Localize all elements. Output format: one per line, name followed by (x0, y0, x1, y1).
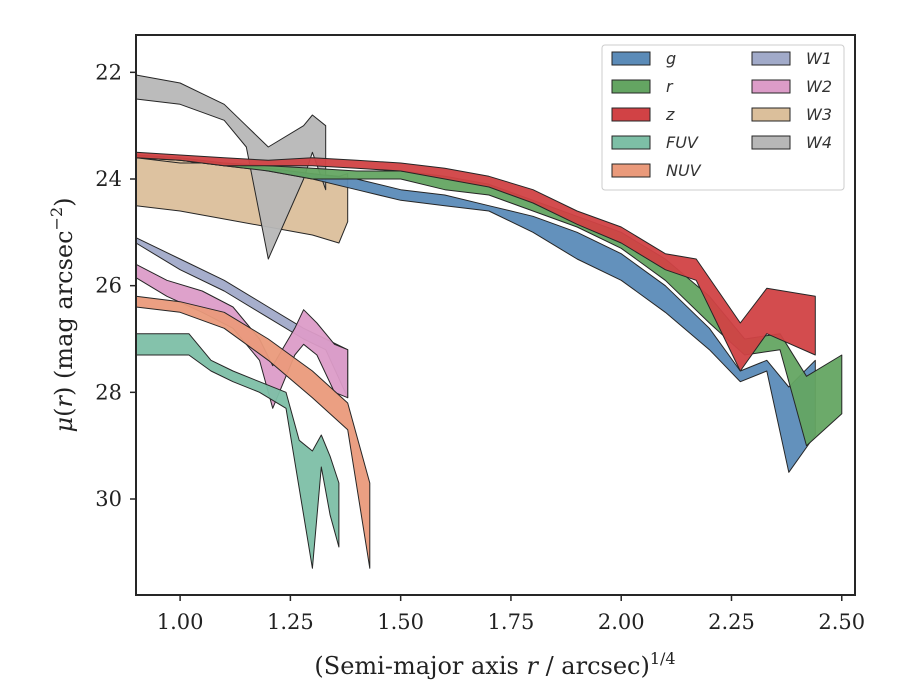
y-tick-label: 30 (95, 487, 122, 511)
x-axis-ticks: 1.00 1.25 1.50 1.75 2.00 2.25 2.50 (157, 595, 865, 634)
x-tick-label: 2.50 (818, 610, 865, 634)
x-axis-label: (Semi-major axis r / arcsec)1/4 (314, 649, 675, 680)
legend-label: W2 (806, 77, 832, 96)
legend-label: W4 (806, 133, 832, 152)
y-tick-label: 22 (95, 60, 122, 84)
legend-swatch (612, 164, 650, 177)
legend-swatch (612, 108, 650, 121)
y-tick-label: 28 (95, 380, 122, 404)
legend-label: FUV (666, 133, 699, 152)
legend-label: W1 (806, 49, 832, 68)
y-tick-label: 26 (95, 274, 122, 298)
x-tick-label: 1.50 (377, 610, 424, 634)
y-axis-label: μ(r) (mag arcsec−2) (47, 197, 78, 432)
legend-swatch (612, 52, 650, 65)
legend-swatch (612, 80, 650, 93)
x-tick-label: 2.25 (708, 610, 755, 634)
legend-label: W3 (806, 105, 832, 124)
legend-swatch (752, 52, 790, 65)
legend-label: NUV (666, 161, 702, 180)
legend-swatch (612, 136, 650, 149)
legend-label: z (665, 105, 675, 124)
legend-label: g (666, 49, 676, 68)
y-axis-ticks: 22 24 26 28 30 (95, 60, 136, 511)
x-tick-label: 1.25 (267, 610, 314, 634)
x-tick-label: 2.00 (598, 610, 645, 634)
legend-swatch (752, 80, 790, 93)
legend-item-g: g (612, 49, 676, 68)
x-tick-label: 1.75 (488, 610, 535, 634)
legend-item-z: z (612, 105, 675, 124)
y-tick-label: 24 (95, 167, 122, 191)
x-tick-label: 1.00 (157, 610, 204, 634)
legend-swatch (752, 136, 790, 149)
legend-swatch (752, 108, 790, 121)
